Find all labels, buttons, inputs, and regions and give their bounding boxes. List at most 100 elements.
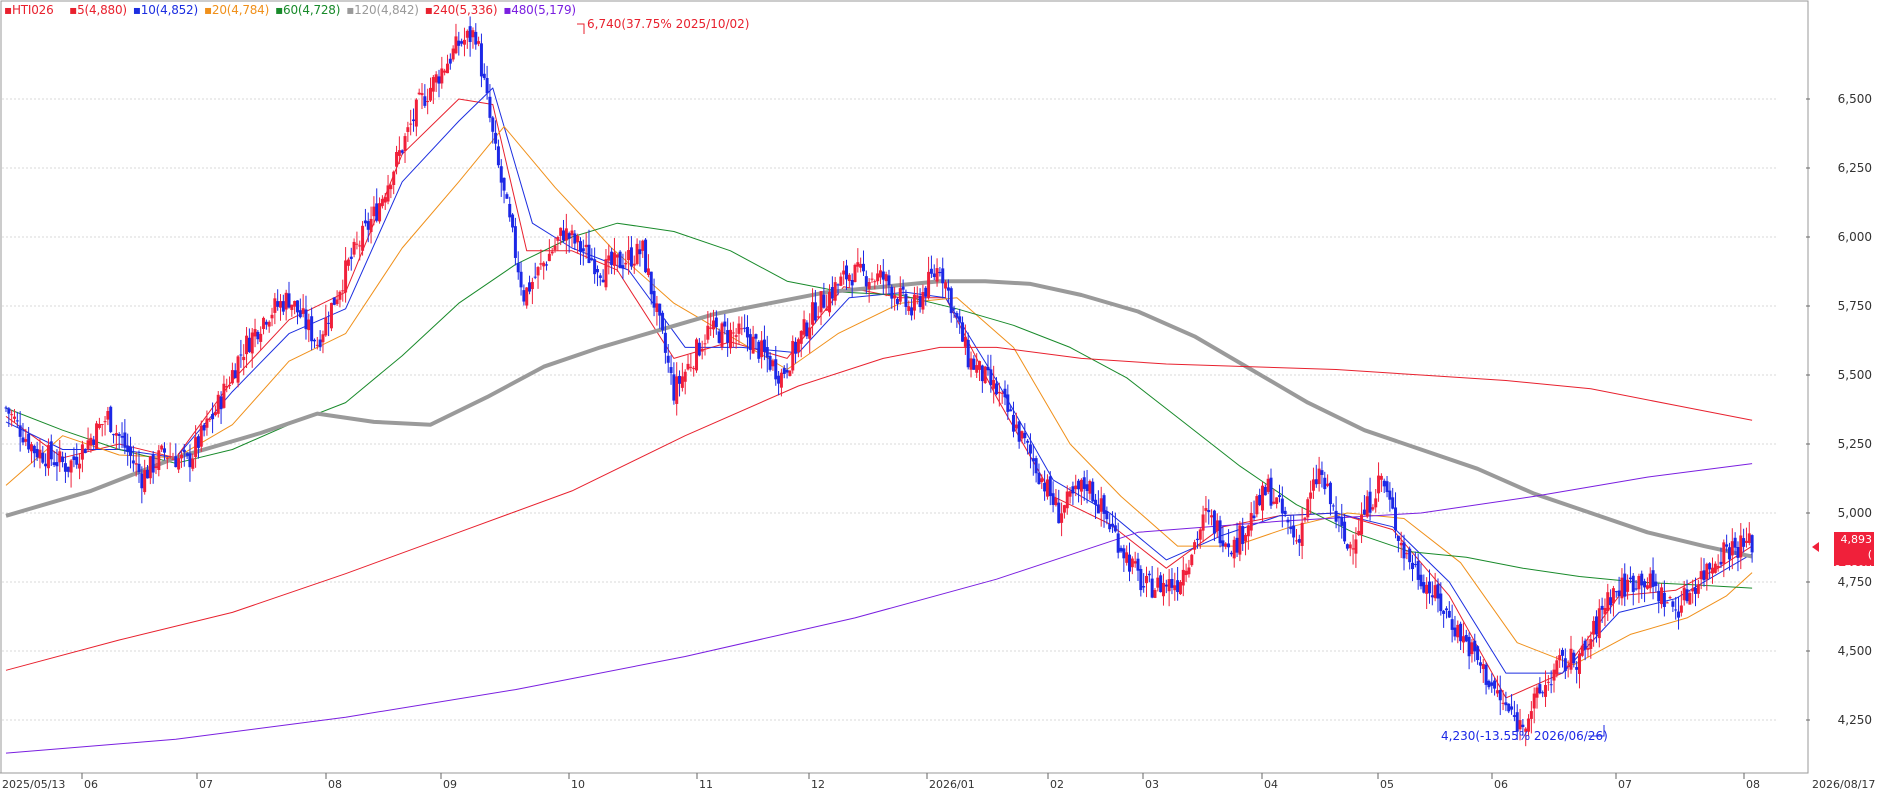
candle [1444, 606, 1448, 619]
candle [1249, 502, 1253, 537]
candle [890, 284, 894, 309]
candle [1379, 473, 1383, 492]
y-tick-label: 4,500 [1838, 644, 1872, 658]
candle [1258, 488, 1262, 507]
legend-item-0: ▪5(4,880) [69, 3, 127, 17]
candle [1394, 492, 1398, 539]
candle [1371, 504, 1375, 512]
candle [927, 256, 931, 300]
candle [1524, 727, 1528, 747]
candle [78, 452, 82, 480]
candle [194, 425, 198, 468]
candle [1470, 638, 1474, 663]
candle [1357, 518, 1361, 536]
candle [1113, 512, 1117, 533]
candle [1742, 528, 1746, 553]
candle [1597, 599, 1601, 648]
candle [1178, 580, 1182, 595]
candle [1320, 461, 1324, 488]
candle [1218, 515, 1222, 548]
candle [1405, 549, 1409, 560]
candle [182, 444, 186, 467]
legend-item-4: ▪120(4,842) [346, 3, 419, 17]
candle [1011, 401, 1015, 438]
candle [952, 305, 956, 318]
candle [160, 444, 164, 453]
candle [689, 354, 693, 372]
candle [335, 290, 339, 306]
candle [1713, 561, 1717, 574]
candle [1552, 663, 1556, 693]
candle [58, 439, 62, 473]
candle [191, 453, 195, 472]
candle [1017, 420, 1021, 449]
candle [55, 449, 59, 481]
candle [861, 250, 865, 276]
candle [1654, 573, 1658, 593]
candle [46, 438, 50, 476]
candle [485, 65, 489, 100]
candle [208, 417, 212, 422]
candle [1399, 531, 1403, 559]
candle [627, 236, 631, 275]
candle [1385, 476, 1389, 498]
candle [734, 328, 738, 349]
x-tick-label: 2025/05/13 [2, 778, 65, 791]
candle [366, 212, 370, 243]
candle [1643, 578, 1647, 603]
candle [383, 192, 387, 210]
candle [641, 239, 645, 258]
candle [1504, 691, 1508, 712]
candle [1328, 481, 1332, 516]
candle [1382, 478, 1386, 494]
candle [389, 183, 393, 199]
candle [1640, 570, 1644, 599]
candle [168, 442, 172, 459]
candle [69, 459, 73, 488]
candle [24, 428, 28, 447]
candle [1671, 600, 1675, 613]
legend-ma-list: ▪5(4,880) ▪10(4,852) ▪20(4,784) ▪60(4,728) ▪… [69, 3, 582, 17]
candle [1116, 522, 1120, 559]
candle [1045, 474, 1049, 500]
candle [72, 447, 76, 468]
candle [590, 248, 594, 262]
candle [661, 310, 665, 334]
candle [680, 362, 684, 392]
candle [878, 265, 882, 285]
candle [754, 333, 758, 349]
candle [134, 451, 138, 477]
candle [52, 450, 56, 468]
candle [332, 297, 336, 306]
candle [777, 370, 781, 396]
candle [1051, 481, 1055, 513]
candle [496, 139, 500, 168]
candle [369, 206, 373, 244]
x-tick-label: 09 [443, 778, 457, 791]
candle [1447, 601, 1451, 618]
candle [75, 443, 79, 469]
candle [491, 115, 495, 144]
candle [805, 320, 809, 340]
candle [151, 451, 155, 484]
candle [66, 466, 70, 478]
candle [1207, 499, 1211, 525]
candle [310, 307, 314, 351]
candle [644, 238, 648, 274]
candle [1173, 572, 1177, 601]
candle [228, 376, 232, 390]
candle [1498, 675, 1502, 716]
candle [1261, 481, 1265, 522]
candle [61, 451, 65, 468]
candle [658, 303, 662, 329]
candle [604, 249, 608, 291]
x-tick-label: 05 [1380, 778, 1394, 791]
candle [1314, 464, 1318, 488]
candle [375, 188, 379, 223]
candle [1289, 515, 1293, 534]
candle [1569, 635, 1573, 674]
candle [355, 231, 359, 250]
candle [528, 275, 532, 295]
x-tick-label: 06 [84, 778, 98, 791]
